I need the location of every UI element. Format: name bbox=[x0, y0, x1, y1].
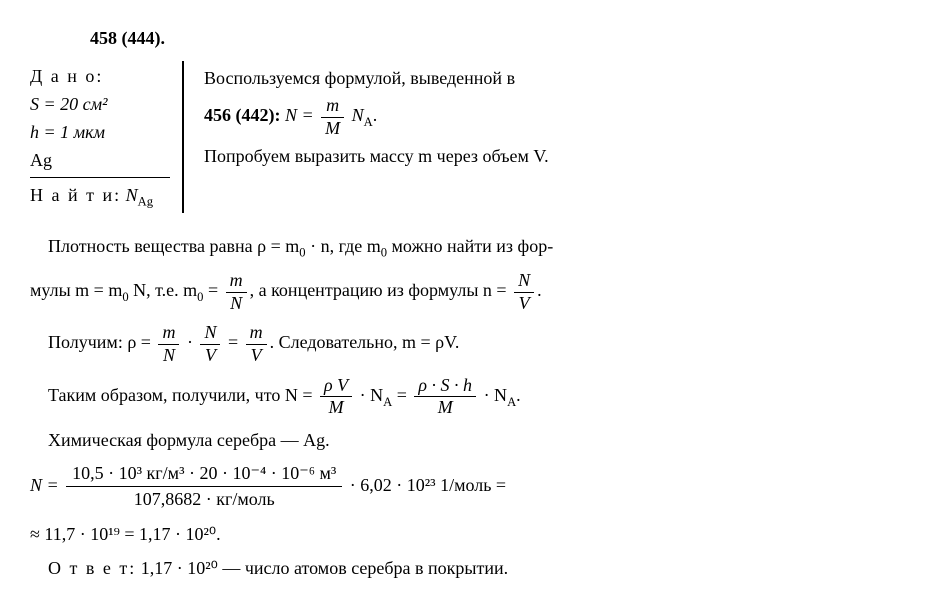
o2: . Следовательно, m = ρV. bbox=[270, 333, 460, 353]
frac-m-N: m N bbox=[226, 270, 247, 314]
m2: N, т.е. m bbox=[129, 280, 198, 300]
n: m bbox=[230, 270, 243, 290]
intro-line1: Воспользуемся формулой, выведенной в bbox=[204, 65, 920, 91]
cr: · 6,02 · 10²³ 1/моль = bbox=[345, 475, 506, 495]
intro-block: Воспользуемся формулой, выведенной в 456… bbox=[204, 61, 920, 173]
given-h: h = 1 мкм bbox=[30, 119, 170, 145]
top-section: Д а н о: S = 20 см² h = 1 мкм Ag Н а й т… bbox=[30, 61, 920, 213]
given-s-text: S = 20 см² bbox=[30, 94, 108, 114]
given-h-text: h = 1 мкм bbox=[30, 122, 105, 142]
given-block: Д а н о: S = 20 см² h = 1 мкм Ag Н а й т… bbox=[30, 61, 184, 213]
m3: = bbox=[203, 280, 222, 300]
te2: · N bbox=[479, 385, 507, 405]
cd: 107,8682 · кг/моль bbox=[66, 487, 342, 513]
on3: m bbox=[250, 322, 263, 342]
given-title: Д а н о: bbox=[30, 63, 170, 89]
oe: = bbox=[223, 333, 242, 353]
te: = bbox=[392, 385, 411, 405]
intro-formula: 456 (442): N = m M NA. bbox=[204, 95, 920, 139]
answer-line: О т в е т: 1,17 · 10²⁰ — число атомов се… bbox=[30, 555, 920, 581]
calc-line: N = 10,5 · 10³ кг/м³ · 20 · 10⁻⁴ · 10⁻⁶ … bbox=[30, 461, 920, 513]
intro-text: Воспользуемся формулой, выведенной в bbox=[204, 68, 515, 88]
problem-number: 458 (444). bbox=[90, 25, 920, 51]
od: · bbox=[182, 333, 197, 353]
tm: · N bbox=[355, 385, 383, 405]
f1: mN bbox=[158, 322, 179, 366]
th1: Таким образом, получили, что N = bbox=[48, 385, 317, 405]
tf2: ρ · S · hM bbox=[414, 375, 476, 419]
o1: Получим: ρ = bbox=[48, 333, 155, 353]
cl: N = bbox=[30, 475, 63, 495]
ref-label: 456 (442): bbox=[204, 105, 280, 125]
cn: 10,5 · 10³ кг/м³ · 20 · 10⁻⁴ · 10⁻⁶ м³ bbox=[66, 461, 342, 488]
divider bbox=[30, 177, 170, 178]
on2: N bbox=[204, 322, 216, 342]
t1: Плотность вещества равна ρ = m bbox=[48, 236, 299, 256]
n2: N bbox=[518, 270, 530, 290]
chem-text: Химическая формула серебра — Ag. bbox=[48, 430, 330, 450]
given-s: S = 20 см² bbox=[30, 91, 170, 117]
od3: V bbox=[251, 345, 262, 365]
od2: V bbox=[205, 345, 216, 365]
ts: A bbox=[383, 394, 392, 408]
intro-line2: Попробуем выразить массу m через объем V… bbox=[204, 143, 920, 169]
on1: m bbox=[162, 322, 175, 342]
d: N bbox=[230, 293, 242, 313]
f2: NV bbox=[200, 322, 220, 366]
na: N bbox=[352, 105, 364, 125]
td1: M bbox=[329, 397, 344, 417]
num: m bbox=[326, 95, 339, 115]
given-ag: Ag bbox=[30, 147, 170, 173]
tf1: ρ VM bbox=[320, 375, 352, 419]
ans-val: 1,17 · 10²⁰ — число атомов серебра в пок… bbox=[136, 558, 508, 578]
find-line: Н а й т и: NAg bbox=[30, 182, 170, 211]
ans-label: О т в е т: bbox=[48, 558, 136, 578]
od1: N bbox=[163, 345, 175, 365]
find-label: Н а й т и: bbox=[30, 185, 121, 205]
approx-line: ≈ 11,7 · 10¹⁹ = 1,17 · 10²⁰. bbox=[30, 521, 920, 547]
thus-line: Таким образом, получили, что N = ρ VM · … bbox=[30, 375, 920, 419]
m1: мулы m = m bbox=[30, 280, 122, 300]
tn2: ρ · S · h bbox=[418, 375, 472, 395]
obtain-line: Получим: ρ = mN · NV = mV. Следовательно… bbox=[30, 322, 920, 366]
na-sub: A bbox=[364, 115, 373, 129]
find-var: N bbox=[126, 185, 138, 205]
td2: M bbox=[438, 397, 453, 417]
m4: , а концентрацию из формулы n = bbox=[250, 280, 511, 300]
find-sub: Ag bbox=[138, 195, 153, 209]
chem-line: Химическая формула серебра — Ag. bbox=[30, 427, 920, 453]
d2: V bbox=[519, 293, 530, 313]
f3: mV bbox=[246, 322, 267, 366]
frac-m-M: m M bbox=[321, 95, 344, 139]
ts2: A bbox=[507, 394, 516, 408]
t3: можно найти из фор- bbox=[387, 236, 553, 256]
formula-lhs: N = bbox=[285, 105, 314, 125]
den: M bbox=[325, 118, 340, 138]
big-frac: 10,5 · 10³ кг/м³ · 20 · 10⁻⁴ · 10⁻⁶ м³ 1… bbox=[66, 461, 342, 513]
tn1: ρ V bbox=[324, 375, 348, 395]
m-line: мулы m = m0 N, т.е. m0 = m N , а концент… bbox=[30, 270, 920, 314]
density-line: Плотность вещества равна ρ = m0 · n, где… bbox=[30, 233, 920, 262]
t2: · n, где m bbox=[306, 236, 381, 256]
frac-N-V: N V bbox=[514, 270, 534, 314]
